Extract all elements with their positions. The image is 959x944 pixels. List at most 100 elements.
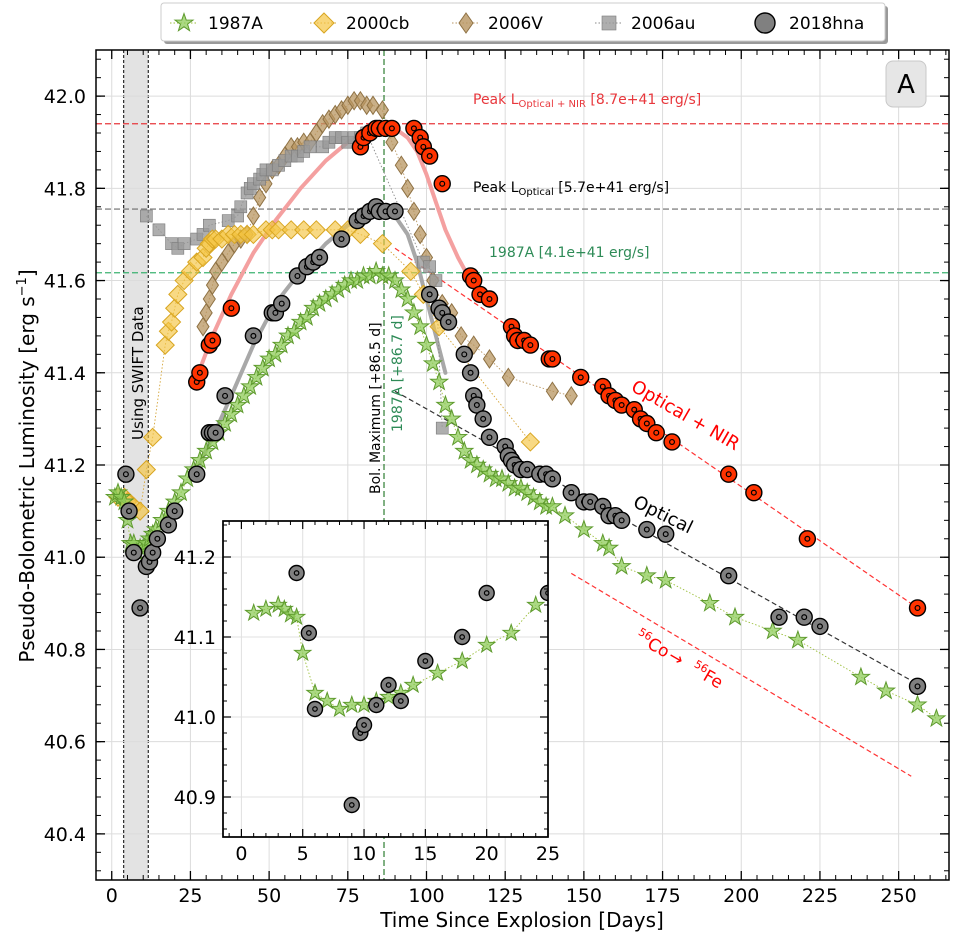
sn2018hna-point [657, 525, 675, 543]
inset-y-tick-label: 41.2 [174, 547, 216, 569]
sn1987a-point [430, 372, 449, 390]
inset-sn2018hna-point-outer [288, 564, 305, 582]
sn2018hna-point-outer [125, 543, 143, 562]
sn2018hna-point-outer [188, 465, 206, 483]
peak-optnir-main: Peak L [473, 92, 519, 108]
inset-sn2018hna-point-dot [545, 590, 548, 596]
sn2018hna-point-outer [461, 364, 480, 382]
inset-sn2018hna-point-dot [293, 570, 300, 576]
bol-max-label: Bol. Maximum [+86.5 d] [368, 322, 384, 494]
peak-optnir-label: Peak LOptical + NIR [8.7e+41 erg/s] [473, 92, 701, 110]
x-tick-label: 125 [487, 885, 523, 907]
sn2018hna-point-dot [467, 369, 474, 376]
sn2018hna-point-outer [795, 608, 813, 626]
sn2006au-point [423, 260, 436, 274]
sn2018hna-point-dot [461, 351, 468, 358]
inset-sn2018hna-point [306, 700, 324, 718]
peak-optical-sub: Optical [519, 187, 554, 198]
sn2018hna-point [480, 428, 499, 447]
sn2018hna-point [770, 608, 788, 626]
sn2018hna-point [474, 410, 492, 428]
optnir-point [191, 364, 209, 382]
sn2006au-point [203, 218, 216, 232]
optnir-point [745, 483, 763, 502]
legend-label: 2006V [488, 14, 543, 34]
co-decay-line [570, 572, 912, 777]
optnir-point-dot [388, 125, 395, 132]
optnir-point-outer [420, 147, 439, 165]
sn2018hna-point [795, 608, 813, 626]
optnir-point [647, 424, 665, 442]
legend: 1987A 2000cb 2006V 2006au 2018hna [160, 2, 888, 44]
inset-sn2018hna-point-outer [306, 700, 324, 718]
sn2018hna-point-outer [562, 483, 580, 502]
inset-sn2018hna-point-outer [453, 628, 471, 646]
sn2018hna-point-outer [120, 502, 138, 520]
peak-optical-label: Peak LOptical [5.7e+41 erg/s] [473, 180, 669, 198]
optnir-point-dot [228, 305, 235, 312]
sn2018hna-point [206, 424, 225, 442]
optnir-point [908, 599, 927, 617]
y-axis-label: Pseudo-Bolometric Luminosity [erg s−1] [15, 269, 39, 662]
sn2018hna-point-outer [439, 313, 458, 331]
sn2018hna-point-dot [222, 392, 229, 399]
sn2018hna-point-dot [549, 475, 556, 482]
x-tick-label: 150 [566, 885, 602, 907]
sn2018hna-point [165, 502, 184, 520]
sn2006au-point [140, 209, 153, 223]
sn2018hna-point [159, 516, 178, 534]
inset-panel: 0 5 10 15 20 25 40.9 41.0 41.1 41.2 [174, 520, 560, 865]
sn1987a-point [637, 566, 656, 584]
sn2018hna-point [131, 599, 149, 617]
fe-iso: 56 [692, 658, 711, 676]
inset-frame [222, 520, 549, 838]
x-axis-label: Time Since Explosion [Days] [379, 908, 664, 932]
sn2018hna-point-outer [638, 520, 656, 539]
inset-x-tick-label: 15 [413, 843, 437, 865]
sn2006au-point [234, 200, 248, 214]
sn2006v-point [545, 381, 560, 402]
inset-sn2018hna-point [478, 584, 495, 602]
y-tick-label: 42.0 [44, 86, 86, 108]
inset-sn2018hna-point-outer [368, 696, 385, 714]
sn2018hna-point-outer [244, 327, 263, 345]
optnir-point-outer [521, 336, 540, 354]
legend-entry-sn1987a: 1987A [170, 13, 263, 34]
x-tick-label: 100 [408, 885, 444, 907]
sn2018hna-point-outer [332, 230, 351, 248]
optnir-point-outer [663, 433, 681, 451]
inset-sn2018hna-point-dot [348, 802, 355, 808]
inset-sn2018hna-point-outer [355, 716, 373, 734]
optnir-point-outer [647, 424, 665, 442]
sn1987a-point [555, 506, 575, 524]
inset-sn2018hna-point-outer [300, 624, 318, 642]
optnir-point [383, 119, 401, 138]
y-tick-label: 41.8 [44, 178, 86, 200]
sn2000cb-point [350, 224, 371, 245]
legend-entry-sn2000cb: 2000cb [310, 12, 409, 34]
x-tick-label: 250 [881, 885, 917, 907]
sn2018hna-point [543, 470, 562, 488]
sn2018hna-point-dot [122, 471, 129, 478]
optnir-point-outer [543, 350, 562, 368]
optnir-point-dot [470, 277, 477, 284]
sn2018hna-point [719, 566, 738, 585]
x-tick-label: 225 [802, 885, 838, 907]
sn2018hna-point [117, 465, 135, 483]
sn2018hna-point-outer [657, 525, 675, 543]
legend-entry-sn2006au: 2006au [595, 14, 695, 34]
sn2018hna-point-dot [524, 466, 531, 473]
peak-optnir-value: [8.7e+41 erg/s] [586, 92, 701, 108]
legend-label: 1987A [208, 14, 263, 34]
legend-label: 2000cb [346, 14, 409, 34]
sn2006au-point [429, 274, 443, 287]
legend-marker [313, 12, 335, 34]
x-tick-label: 75 [336, 885, 360, 907]
sn2018hna-point-outer [908, 677, 927, 696]
sn2018hna-point-dot [165, 521, 172, 528]
inset-series [245, 564, 548, 814]
sn2006v-point [467, 335, 481, 356]
inset-sn2018hna-point [417, 652, 434, 670]
sn2018hna-point-dot [439, 309, 446, 316]
optnir-point [663, 433, 681, 451]
